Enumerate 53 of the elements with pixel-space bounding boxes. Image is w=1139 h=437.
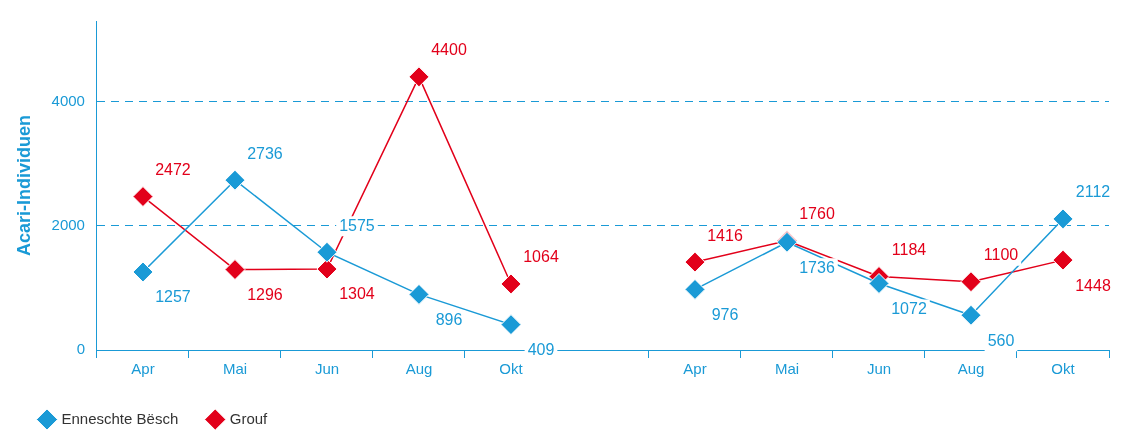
point (500, 273, 522, 295)
point (684, 278, 706, 300)
point (500, 314, 522, 336)
data-label: 1760 (799, 205, 835, 223)
y-tick-label: 2000 (51, 215, 85, 233)
x-tick-label: Jun (314, 360, 340, 378)
point (1052, 249, 1074, 271)
data-label: 1064 (523, 248, 559, 266)
data-label: 1304 (339, 285, 375, 303)
data-label: 2472 (155, 160, 191, 178)
point (960, 304, 982, 326)
x-tick-label: Apr (131, 360, 155, 378)
data-label: 1416 (707, 226, 743, 244)
point (408, 283, 430, 305)
y-tick-label: 0 (76, 340, 85, 358)
data-label: 1257 (155, 288, 191, 306)
point (224, 169, 246, 191)
data-label: 896 (435, 310, 463, 328)
data-label: 2112 (1075, 183, 1111, 201)
data-label: 1100 (983, 246, 1019, 264)
point (132, 261, 154, 283)
point (408, 66, 430, 88)
point (132, 186, 154, 208)
data-label: 976 (711, 305, 739, 323)
data-label: 1575 (339, 216, 375, 234)
data-label: 409 (527, 341, 555, 359)
point (868, 272, 890, 294)
legend-label: Enneschte Bësch (61, 409, 179, 427)
point (1052, 208, 1074, 230)
point (684, 251, 706, 273)
point (960, 271, 982, 293)
x-tick-label: Okt (499, 360, 524, 378)
y-axis-title: Acari-Individuen (13, 114, 34, 257)
x-tick-label: Apr (683, 360, 707, 378)
data-label: 560 (987, 331, 1015, 349)
x-tick-label: Aug (957, 360, 985, 378)
data-label: 1296 (247, 285, 283, 303)
x-tick-label: Mai (222, 360, 248, 378)
x-tick-label: Aug (405, 360, 433, 378)
y-tick-label: 4000 (51, 91, 85, 109)
point (316, 241, 338, 263)
data-label: 1736 (799, 258, 835, 276)
legend-label: Grouf (229, 409, 269, 427)
data-label: 2736 (247, 144, 283, 162)
data-label: 1072 (891, 299, 927, 317)
data-label: 4400 (431, 41, 467, 59)
data-label: 1448 (1075, 276, 1111, 294)
x-tick-label: Mai (774, 360, 800, 378)
data-label: 1184 (891, 240, 927, 258)
x-tick-label: Okt (1051, 360, 1076, 378)
point (224, 259, 246, 281)
x-tick-label: Jun (866, 360, 892, 378)
point (316, 258, 338, 280)
